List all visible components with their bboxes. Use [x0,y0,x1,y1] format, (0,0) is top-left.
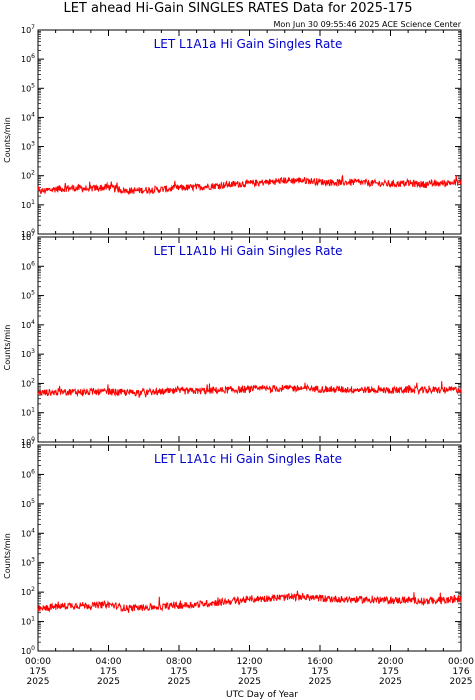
x-tick-label-doy: 175 [100,667,117,677]
x-tick-label-doy: 175 [170,667,187,677]
y-tick-label: 107 [21,439,35,450]
y-tick-label: 106 [21,468,35,479]
x-tick-label-doy: 175 [311,667,328,677]
x-tick-label-year: 2025 [168,677,191,687]
panel-title: LET L1A1b Hi Gain Singles Rate [153,244,342,258]
panel-title: LET L1A1c Hi Gain Singles Rate [154,452,342,466]
chart-panel-2: 100 101 102 103 104 105 106 107 Counts/min LET L1… [3,231,462,447]
y-tick-label: 102 [21,377,35,388]
x-tick-label-time: 20:00 [378,657,404,667]
y-tick-label: 103 [21,557,35,568]
x-tick-label-time: 00:00 [448,657,474,667]
panels-group: 100 101 102 103 104 105 106 107 Counts/min LET L1… [3,24,462,656]
x-tick-label-doy: 175 [241,667,258,677]
series-line [37,590,462,613]
y-tick-label: 104 [21,111,35,122]
series-line [37,381,462,398]
x-tick-label-doy: 175 [29,667,46,677]
x-tick-label-year: 2025 [27,677,50,687]
y-axis-label: Counts/min [3,325,12,371]
y-tick-label: 107 [21,231,35,242]
panel-frame [37,236,462,443]
x-tick-label-year: 2025 [309,677,332,687]
y-tick-label: 106 [21,53,35,64]
figure-title: LET ahead Hi-Gain SINGLES RATES Data for… [63,1,412,16]
x-tick-label-doy: 176 [452,667,469,677]
chart-panel-3: 100 101 102 103 104 105 106 107 Counts/min LET L1… [3,439,462,656]
y-tick-label: 103 [21,141,35,152]
x-tick-label-time: 08:00 [166,657,192,667]
y-tick-label: 105 [21,498,35,509]
y-tick-label: 101 [21,199,35,210]
x-tick-label-time: 12:00 [237,657,263,667]
panel-frame [37,444,462,652]
x-tick-label-time: 04:00 [96,657,122,667]
y-axis-label: Counts/min [3,117,12,163]
timestamp: Mon Jun 30 09:55:46 2025 ACE Science Cen… [273,20,461,29]
x-tick-label-doy: 175 [382,667,399,677]
y-tick-label: 100 [21,645,35,656]
panel-frame [37,29,462,235]
y-tick-label: 107 [21,24,35,35]
y-axis-label: Counts/min [3,533,12,579]
chart-panel-1: 100 101 102 103 104 105 106 107 Counts/min LET L1… [3,24,462,239]
y-tick-label: 104 [21,319,35,330]
y-tick-label: 105 [21,82,35,93]
panel-title: LET L1A1a Hi Gain Singles Rate [154,37,343,51]
x-tick-label-year: 2025 [450,677,473,687]
series-line [37,174,462,196]
y-tick-label: 102 [21,586,35,597]
y-tick-label: 101 [21,407,35,418]
x-tick-label-year: 2025 [97,677,120,687]
x-tick-label-time: 00:00 [25,657,51,667]
x-axis-label: UTC Day of Year [226,690,298,700]
x-axis: 00:00175202504:00175202508:00175202512:0… [25,657,474,687]
x-tick-label-year: 2025 [379,677,402,687]
y-tick-label: 103 [21,348,35,359]
y-tick-label: 100 [21,228,35,239]
y-tick-label: 105 [21,290,35,301]
y-tick-label: 100 [21,436,35,447]
y-tick-label: 101 [21,616,35,627]
y-tick-label: 102 [21,170,35,181]
y-tick-label: 106 [21,260,35,271]
x-tick-label-year: 2025 [238,677,261,687]
x-tick-label-time: 16:00 [307,657,333,667]
y-tick-label: 104 [21,527,35,538]
